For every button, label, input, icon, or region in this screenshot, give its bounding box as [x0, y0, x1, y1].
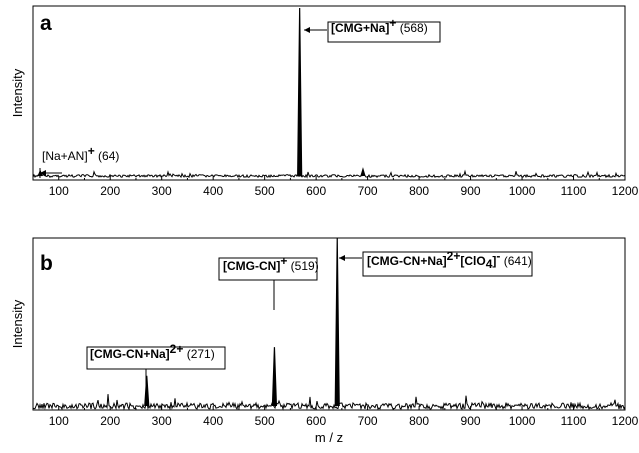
spectrum-baseline	[32, 394, 626, 411]
x-tick-label: 100	[49, 184, 69, 198]
x-tick-label: 200	[100, 184, 120, 198]
x-tick-label: 700	[358, 184, 378, 198]
spectrum-peak	[334, 237, 340, 407]
spectrum-peak	[360, 167, 366, 177]
x-tick-label: 900	[461, 184, 481, 198]
peak-annotation: [CMG+Na]+ (568)	[304, 16, 441, 43]
peak-annotation: [CMG-CN]+ (519)	[218, 254, 319, 310]
arrow-head	[339, 255, 345, 261]
x-tick-label: 1000	[509, 414, 536, 428]
x-tick-label: 500	[255, 414, 275, 428]
x-tick-label: 400	[203, 414, 223, 428]
annotation-label: [Na+AN]+ (64)	[42, 144, 119, 163]
panel-letter: a	[40, 12, 52, 35]
x-tick-label: 300	[152, 414, 172, 428]
annotation-box	[86, 346, 226, 370]
x-axis-label: m / z	[315, 430, 343, 445]
spectrum-baseline	[32, 169, 626, 179]
plot-frame	[32, 237, 626, 411]
annotation-label: [CMG-CN+Na]2+ (271)	[90, 342, 215, 361]
peak-annotation: [Na+AN]+ (64)	[39, 144, 119, 178]
x-tick-label: 1200	[612, 184, 639, 198]
annotation-label: [CMG+Na]+ (568)	[331, 16, 428, 35]
x-tick-label: 200	[100, 414, 120, 428]
spectrum-peak	[271, 347, 278, 407]
annotation-box	[362, 251, 533, 277]
annotation-box	[327, 21, 441, 43]
x-tick-label: 100	[49, 414, 69, 428]
spectrum-peak	[297, 7, 303, 177]
spectrum-panel-b: 100 200 300 400 500 600 700 800 900 1000 1100 1200 I…	[10, 237, 639, 445]
spectrum-panel-a: 100 200 300 400 500 600 700 800 900 1000 1100 1200 I…	[10, 5, 639, 198]
annotation-box	[218, 257, 318, 281]
x-tick-label: 600	[306, 184, 326, 198]
x-tick-label: 800	[409, 184, 429, 198]
arrow-head	[304, 27, 310, 33]
x-tick-label: 1000	[509, 184, 536, 198]
x-tick-label: 900	[461, 414, 481, 428]
peak-annotation: [CMG-CN+Na]2+[ClO4]- (641)	[339, 249, 533, 277]
x-tick-label: 800	[409, 414, 429, 428]
x-tick-label: 600	[306, 414, 326, 428]
x-tick-label: 500	[255, 184, 275, 198]
annotation-label: [CMG-CN+Na]2+[ClO4]- (641)	[367, 249, 532, 271]
x-tick-label: 1100	[561, 414, 587, 428]
y-axis-label: Intensity	[10, 68, 25, 117]
arrow-head	[40, 170, 46, 176]
x-tick-label: 300	[152, 184, 172, 198]
y-axis-label: Intensity	[10, 299, 25, 348]
peak-annotation: [CMG-CN+Na]2+ (271)	[86, 342, 226, 399]
x-tick-label: 1100	[561, 184, 587, 198]
plot-frame	[32, 5, 626, 181]
annotation-label: [CMG-CN]+ (519)	[223, 254, 319, 273]
x-tick-label: 400	[203, 184, 223, 198]
x-tick-label: 1200	[612, 414, 639, 428]
spectrum-peak	[144, 375, 150, 407]
panel-letter: b	[40, 252, 53, 275]
x-tick-label: 700	[358, 414, 378, 428]
